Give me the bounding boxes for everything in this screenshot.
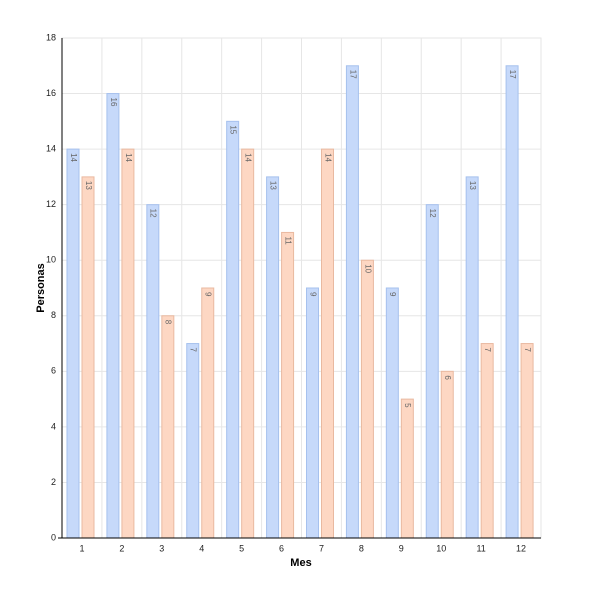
data-label: 7 — [523, 348, 532, 353]
x-tick-label: 4 — [199, 543, 204, 553]
bar — [321, 148, 334, 539]
bar — [66, 148, 80, 539]
y-tick-label: 6 — [51, 366, 56, 376]
y-tick-label: 10 — [46, 255, 56, 265]
y-tick-label: 12 — [46, 199, 56, 209]
x-tick-label: 9 — [399, 543, 404, 553]
bar — [385, 287, 399, 539]
data-label: 10 — [363, 264, 372, 273]
data-label: 12 — [428, 209, 437, 218]
bar — [440, 370, 454, 539]
bar — [345, 65, 359, 539]
x-tick-label: 8 — [359, 543, 364, 553]
bar — [425, 204, 439, 539]
bar — [281, 231, 295, 539]
y-tick-label: 8 — [51, 310, 56, 320]
data-label: 14 — [244, 153, 253, 162]
data-label: 16 — [109, 98, 118, 107]
data-label: 7 — [189, 348, 198, 353]
data-label: 6 — [443, 375, 452, 380]
bar — [400, 398, 414, 539]
x-tick-label: 2 — [119, 543, 124, 553]
bar — [360, 259, 374, 539]
data-label: 17 — [508, 70, 517, 79]
x-tick-label: 5 — [239, 543, 244, 553]
y-tick-label: 14 — [46, 143, 56, 153]
x-tick-label: 10 — [436, 543, 446, 553]
y-tick-label: 16 — [46, 88, 56, 98]
bar — [121, 148, 135, 539]
bar — [480, 343, 494, 539]
bar — [81, 176, 95, 539]
data-label: 8 — [164, 320, 173, 325]
bar — [465, 176, 479, 539]
bar — [201, 287, 215, 539]
data-label: 5 — [403, 403, 412, 408]
data-label: 17 — [348, 70, 357, 79]
y-tick-label: 2 — [51, 477, 56, 487]
data-label: 15 — [229, 125, 238, 134]
data-label: 13 — [268, 181, 277, 190]
x-tick-label: 12 — [516, 543, 526, 553]
x-tick-label: 3 — [159, 543, 164, 553]
x-tick-label: 6 — [279, 543, 284, 553]
data-label: 13 — [84, 181, 93, 190]
data-label: 9 — [308, 292, 317, 297]
data-label: 11 — [283, 236, 292, 245]
y-tick-label: 18 — [46, 32, 56, 42]
data-label: 9 — [204, 292, 213, 297]
data-label: 14 — [124, 153, 133, 162]
bar — [161, 315, 175, 539]
x-tick-label: 11 — [476, 543, 485, 553]
bar — [505, 65, 519, 539]
y-tick-label: 4 — [51, 421, 56, 431]
bar — [146, 204, 160, 539]
y-tick-label: 0 — [51, 532, 56, 542]
data-label: 14 — [69, 153, 78, 162]
x-tick-label: 1 — [79, 543, 84, 553]
bar — [186, 343, 200, 539]
bar — [266, 176, 280, 539]
data-label: 9 — [388, 292, 397, 297]
data-label: 14 — [323, 153, 332, 162]
bar — [306, 287, 319, 539]
data-label: 12 — [149, 209, 158, 218]
data-label: 13 — [468, 181, 477, 190]
x-tick-label: 7 — [319, 543, 324, 553]
data-label: 7 — [483, 348, 492, 353]
y-axis-label: Personas — [35, 263, 47, 313]
bar — [241, 148, 255, 539]
bar — [520, 343, 534, 539]
bar — [106, 93, 120, 539]
x-axis-label: Mes — [290, 557, 311, 569]
bar — [226, 120, 240, 539]
